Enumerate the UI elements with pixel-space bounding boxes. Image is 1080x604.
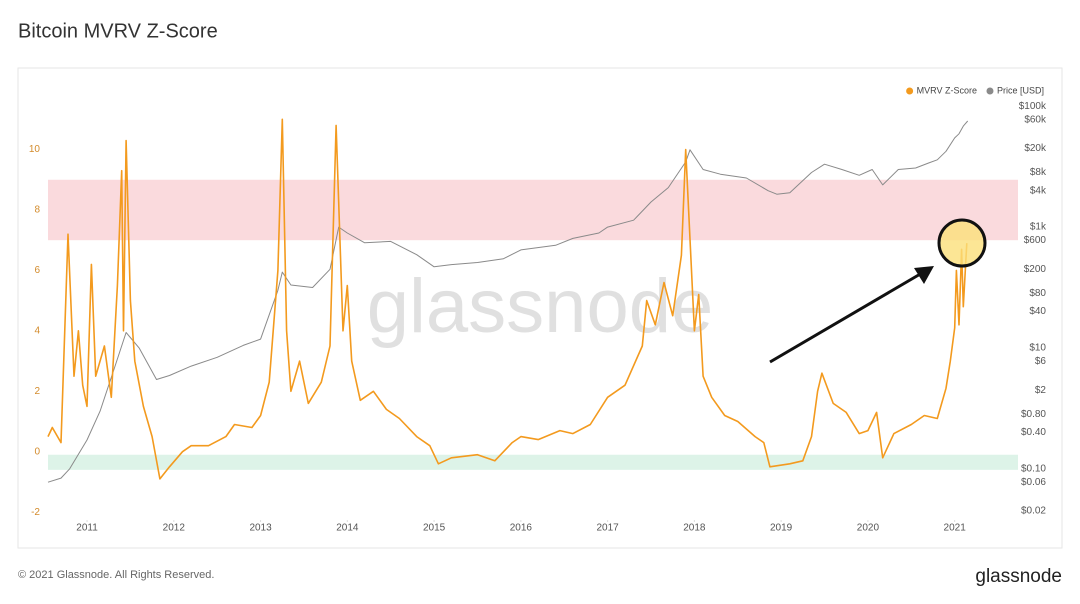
y-tick-label: 10 bbox=[29, 144, 41, 155]
y-tick-label: -2 bbox=[31, 507, 40, 518]
y2-tick-label: $200 bbox=[1024, 264, 1047, 275]
x-tick-label: 2011 bbox=[76, 523, 98, 534]
y2-tick-label: $4k bbox=[1030, 185, 1047, 196]
y2-tick-label: $8k bbox=[1030, 167, 1047, 178]
y2-tick-label: $6 bbox=[1035, 356, 1047, 367]
y-tick-label: 6 bbox=[34, 265, 40, 276]
watermark: glassnode bbox=[367, 264, 714, 349]
y2-tick-label: $80 bbox=[1029, 288, 1046, 299]
y-tick-label: 8 bbox=[34, 205, 40, 216]
y2-tick-label: $0.80 bbox=[1021, 409, 1046, 420]
x-tick-label: 2020 bbox=[857, 523, 880, 534]
y-tick-label: 0 bbox=[34, 446, 40, 457]
y2-tick-label: $0.10 bbox=[1021, 463, 1046, 474]
logo: glassnode bbox=[975, 566, 1062, 587]
legend-label: MVRV Z-Score bbox=[917, 85, 977, 95]
x-tick-label: 2018 bbox=[683, 523, 706, 534]
series-line bbox=[47, 118, 968, 480]
x-tick-label: 2012 bbox=[163, 523, 186, 534]
x-tick-label: 2015 bbox=[423, 523, 446, 534]
y2-tick-label: $0.02 bbox=[1021, 506, 1046, 517]
chart-title: Bitcoin MVRV Z-Score bbox=[18, 20, 218, 42]
highlight-circle bbox=[937, 218, 987, 268]
threshold-band bbox=[48, 454, 1018, 470]
y2-tick-label: $600 bbox=[1024, 235, 1047, 246]
arrow-shaft bbox=[769, 271, 923, 364]
x-tick-label: 2014 bbox=[336, 523, 359, 534]
y2-tick-label: $60k bbox=[1024, 114, 1047, 125]
footer: © 2021 Glassnode. All Rights Reserved. bbox=[18, 569, 214, 581]
y2-tick-label: $100k bbox=[1019, 101, 1047, 112]
legend-label: Price [USD] bbox=[997, 85, 1044, 95]
x-tick-label: 2019 bbox=[770, 523, 793, 534]
y2-tick-label: $0.06 bbox=[1021, 477, 1046, 488]
legend-swatch bbox=[906, 87, 914, 95]
y-tick-label: 4 bbox=[34, 325, 40, 336]
y2-tick-label: $2 bbox=[1035, 385, 1047, 396]
x-tick-label: 2016 bbox=[510, 523, 533, 534]
arrow-head bbox=[914, 266, 934, 284]
y2-tick-label: $20k bbox=[1024, 143, 1047, 154]
x-tick-label: 2021 bbox=[944, 523, 967, 534]
x-tick-label: 2013 bbox=[249, 523, 272, 534]
legend-swatch bbox=[986, 87, 994, 95]
threshold-band bbox=[48, 179, 1018, 241]
x-tick-label: 2017 bbox=[596, 523, 619, 534]
y-tick-label: 2 bbox=[34, 386, 40, 397]
y2-tick-label: $10 bbox=[1029, 343, 1046, 354]
series-line bbox=[47, 120, 969, 483]
y2-tick-label: $40 bbox=[1029, 306, 1046, 317]
y2-tick-label: $1k bbox=[1030, 222, 1047, 233]
y2-tick-label: $0.40 bbox=[1021, 427, 1046, 438]
